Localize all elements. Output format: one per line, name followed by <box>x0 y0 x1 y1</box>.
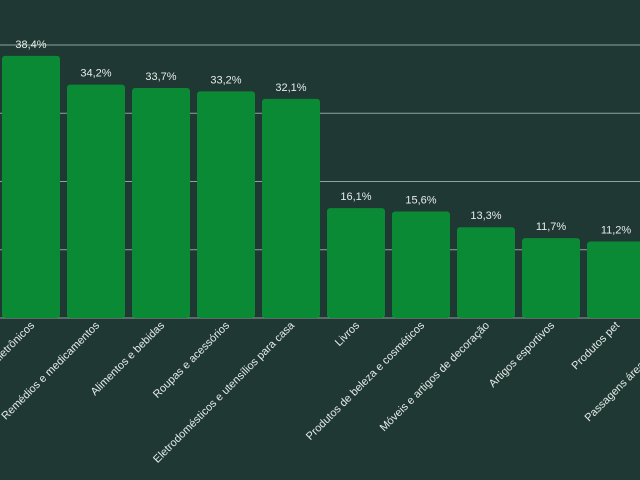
value-label: 34,2% <box>80 68 111 80</box>
bar <box>587 241 640 318</box>
value-label: 13,3% <box>470 210 501 222</box>
value-label: 11,2% <box>601 225 632 237</box>
bar <box>2 55 60 319</box>
value-label: 16,1% <box>340 191 371 203</box>
bar <box>457 227 515 318</box>
value-label: 33,2% <box>210 74 241 86</box>
value-label: 11,7% <box>536 221 567 233</box>
bar <box>132 87 190 318</box>
value-label: 33,7% <box>145 71 176 83</box>
bar <box>327 208 385 318</box>
value-label: 38,4% <box>15 39 46 51</box>
bar <box>522 238 580 318</box>
bar <box>67 84 125 319</box>
value-label: 15,6% <box>405 195 436 207</box>
bar <box>262 98 320 318</box>
bar <box>392 211 450 318</box>
value-label: 32,1% <box>275 82 306 94</box>
bar <box>197 91 255 318</box>
